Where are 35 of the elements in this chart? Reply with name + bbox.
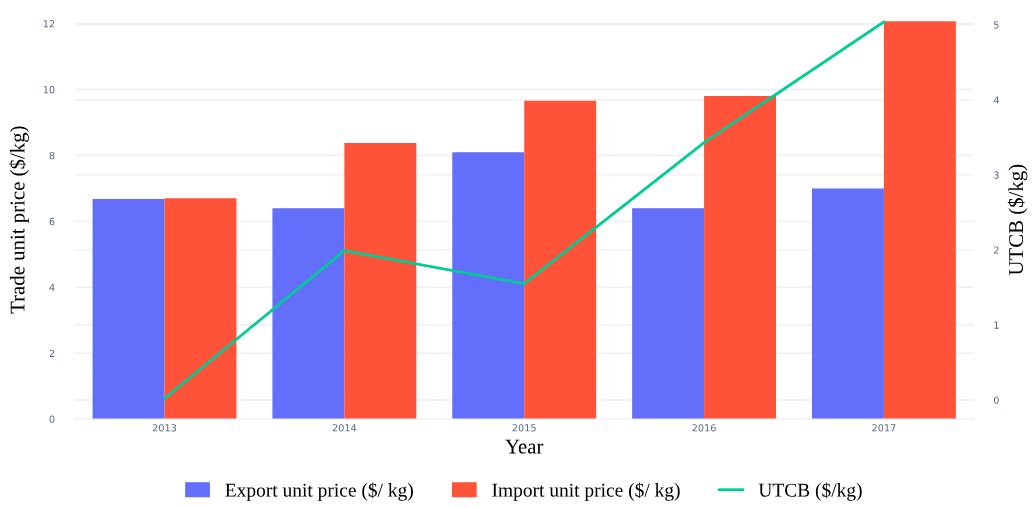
y-tick-label: 4 (49, 283, 55, 291)
y-tick-label: 10 (43, 86, 55, 94)
y2-tick-label: 2 (994, 246, 999, 254)
bar (452, 152, 525, 420)
y2-tick-label: 5 (994, 21, 999, 29)
bar (164, 198, 237, 420)
bar (524, 100, 597, 420)
y-tick-label: 6 (49, 217, 55, 226)
x-tick-label: 2015 (512, 424, 536, 432)
y-tick-label: 8 (49, 151, 55, 160)
x-tick-label: 2016 (692, 424, 716, 432)
y-tick-label: 2 (49, 349, 55, 357)
legend-label: UTCB ($/kg) (758, 482, 862, 501)
bar (704, 96, 777, 420)
x-tick-label: 2014 (332, 424, 357, 432)
legend-label: Import unit price ($/ kg) (492, 482, 680, 501)
bar (272, 208, 345, 420)
bar (811, 188, 884, 420)
y2-tick-label: 0 (993, 396, 999, 404)
y2-tick-label: 4 (993, 96, 999, 104)
legend-label: Export unit price ($/ kg) (225, 482, 413, 501)
bar (344, 142, 417, 420)
bar (883, 21, 956, 420)
line-series (163, 20, 886, 400)
y2-tick-label: 3 (994, 171, 999, 179)
y2-tick-label: 1 (994, 321, 999, 329)
x-axis-title: Year (505, 439, 544, 454)
y2-axis-title: UTCB ($/kg) (1007, 164, 1028, 276)
y-axis-title: Trade unit price ($/kg) (9, 126, 29, 314)
bar (92, 198, 165, 420)
y-tick-label: 12 (43, 20, 55, 28)
y-tick-label: 0 (49, 415, 55, 423)
x-tick-label: 2013 (152, 424, 177, 432)
x-tick-label: 2017 (872, 424, 896, 432)
bar (632, 208, 705, 420)
